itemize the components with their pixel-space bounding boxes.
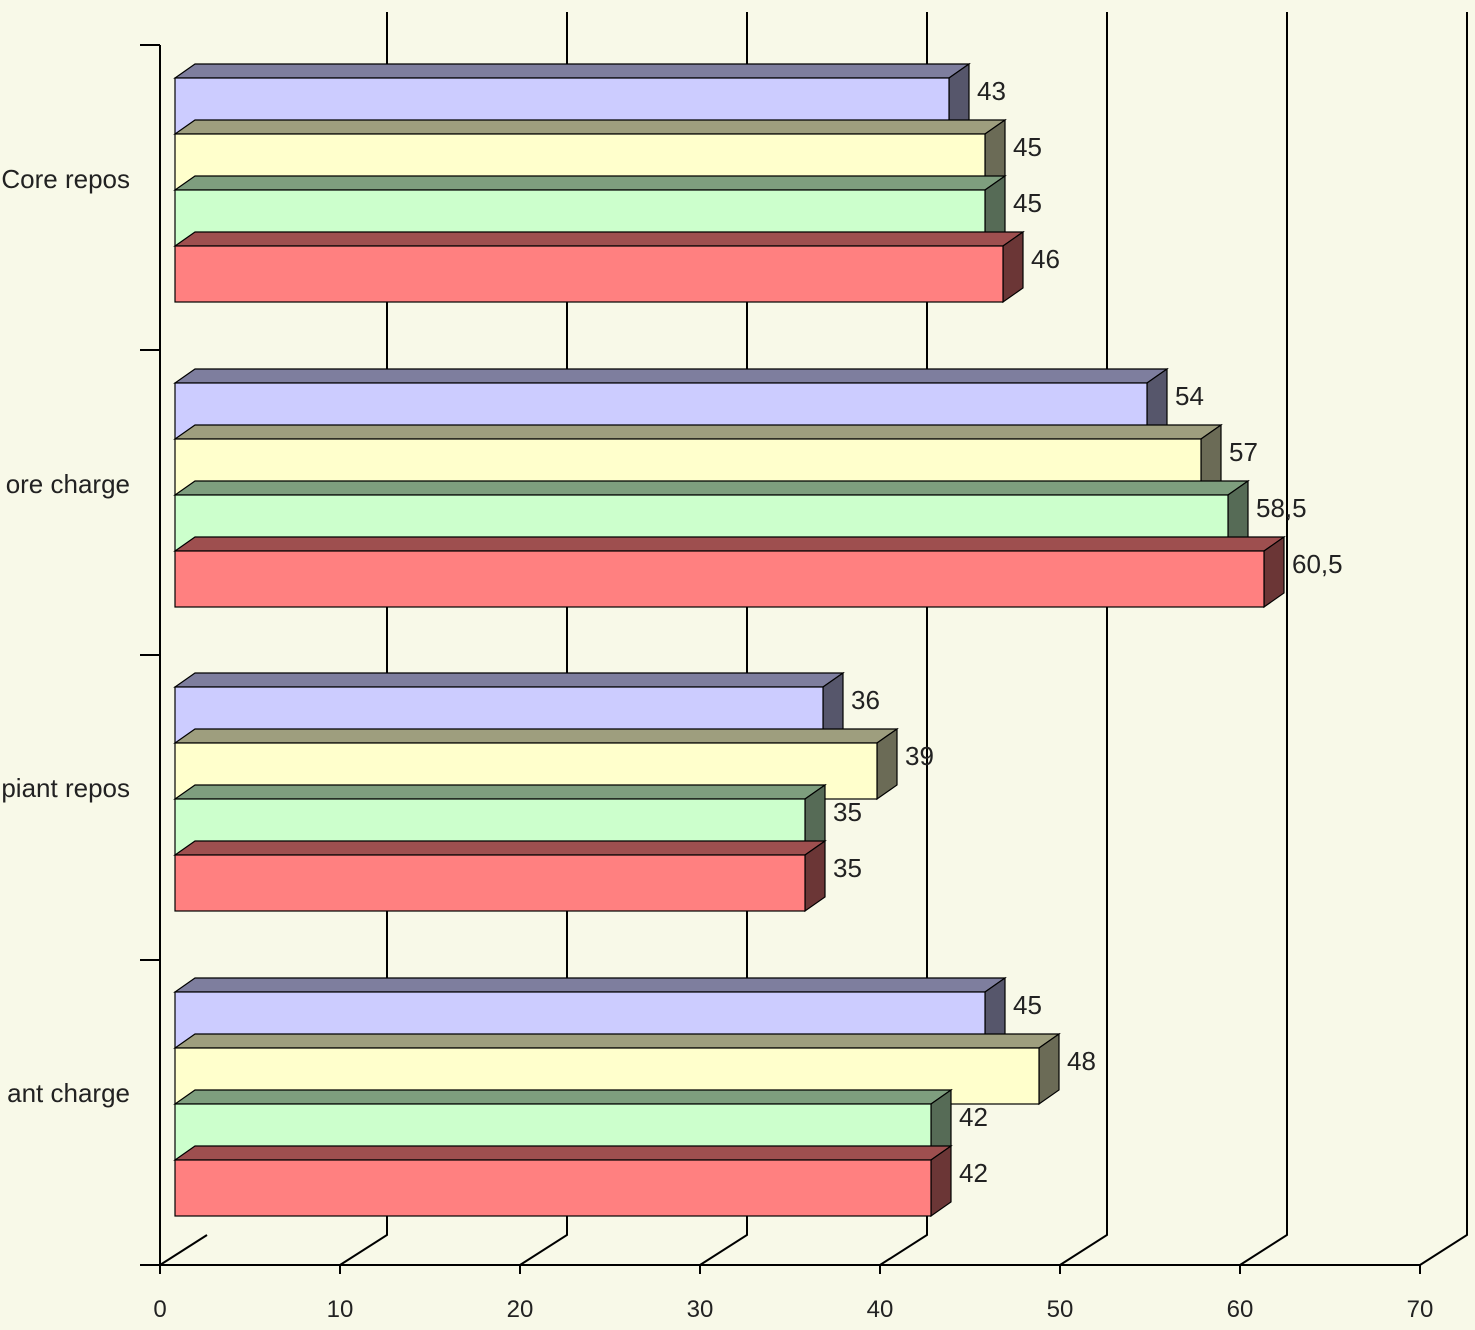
category-label: Core repos [1, 164, 130, 194]
data-label: 42 [959, 1158, 988, 1188]
bar-top-face [173, 977, 1007, 993]
x-tick-label: 50 [1047, 1296, 1074, 1323]
data-label: 45 [1013, 990, 1042, 1020]
bar-top-face [173, 784, 827, 800]
bar-top-face [173, 672, 845, 688]
gridline [1059, 12, 1108, 1266]
bars [173, 62, 1286, 1218]
x-tick-label: 20 [507, 1296, 534, 1323]
axes [140, 44, 1421, 1274]
bar-top-face [173, 368, 1169, 384]
x-tick-label: 30 [687, 1296, 714, 1323]
data-label: 57 [1229, 437, 1258, 467]
data-label: 35 [833, 797, 862, 827]
category-label: ant charge [7, 1078, 130, 1108]
bar-top-face [173, 231, 1025, 247]
bar-top-face [173, 119, 1007, 135]
bar [174, 1159, 932, 1217]
data-label: 39 [905, 741, 934, 771]
data-label: 45 [1013, 188, 1042, 218]
bar-top-face [173, 1033, 1061, 1049]
bar-top-face [173, 840, 827, 856]
x-tick-label: 40 [867, 1296, 894, 1323]
data-label: 36 [851, 685, 880, 715]
gridline [1419, 12, 1468, 1266]
data-label: 43 [977, 76, 1006, 106]
bar-top-face [173, 424, 1223, 440]
data-label: 45 [1013, 132, 1042, 162]
data-label: 46 [1031, 244, 1060, 274]
bar [174, 245, 1004, 303]
bar-top-face [173, 1145, 953, 1161]
data-label: 54 [1175, 381, 1204, 411]
bar-top-face [173, 536, 1286, 552]
bar-top-face [173, 63, 971, 79]
category-label: piant repos [1, 773, 130, 803]
x-tick-label: 70 [1407, 1296, 1434, 1323]
x-tick-label: 60 [1227, 1296, 1254, 1323]
bar-top-face [173, 175, 1007, 191]
data-label: 35 [833, 853, 862, 883]
bar [174, 854, 806, 912]
data-label: 58,5 [1256, 493, 1307, 523]
bar-top-face [173, 728, 899, 744]
data-label: 42 [959, 1102, 988, 1132]
grid [159, 12, 1468, 1266]
gridline [159, 1234, 208, 1266]
category-label: ore charge [6, 469, 130, 499]
data-label: 60,5 [1292, 549, 1343, 579]
x-tick-label: 0 [153, 1296, 166, 1323]
gridline [1239, 12, 1288, 1266]
x-tick-label: 10 [327, 1296, 354, 1323]
data-label: 48 [1067, 1046, 1096, 1076]
bar-top-face [173, 480, 1250, 496]
bar [174, 550, 1265, 608]
bar-top-face [173, 1089, 953, 1105]
